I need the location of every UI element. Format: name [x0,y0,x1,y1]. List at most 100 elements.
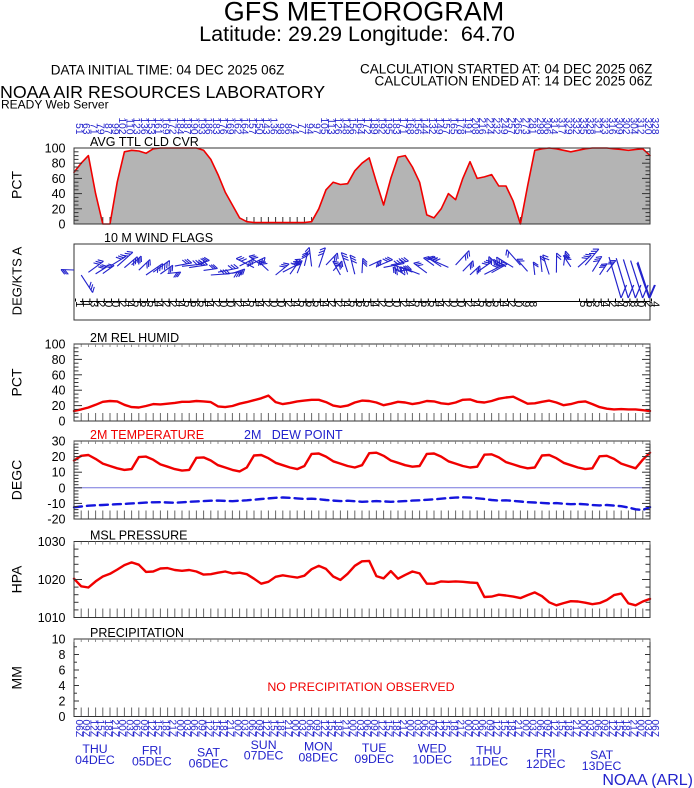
svg-text:172: 172 [361,118,372,135]
svg-text:2: 2 [397,301,409,307]
svg-text:2: 2 [59,695,66,709]
svg-text:2: 2 [606,301,618,307]
svg-text:06Z: 06Z [476,720,487,738]
svg-text:156: 156 [347,118,358,135]
svg-text:09Z: 09Z [195,720,206,738]
svg-text:1: 1 [80,301,92,307]
svg-text:00Z: 00Z [231,720,242,738]
svg-text:192: 192 [375,118,386,135]
svg-text:1030: 1030 [38,535,66,549]
svg-text:126: 126 [332,118,343,135]
svg-text:100: 100 [45,338,66,352]
svg-text:06Z: 06Z [303,720,314,738]
svg-text:2: 2 [95,301,107,307]
svg-text:13DEC: 13DEC [582,759,622,773]
svg-text:08DEC: 08DEC [298,750,338,764]
svg-text:317: 317 [555,118,566,135]
svg-text:21Z: 21Z [397,720,408,738]
svg-text:0: 0 [59,218,66,232]
svg-text:09Z: 09Z [80,720,91,738]
svg-text:03Z: 03Z [354,720,365,738]
svg-text:5: 5 [476,301,488,307]
svg-text:4: 4 [59,679,66,693]
svg-text:18Z: 18Z [447,720,458,738]
svg-text:06Z: 06Z [131,720,142,738]
svg-text:79: 79 [95,123,106,135]
svg-text:60: 60 [52,368,66,382]
svg-text:0: 0 [455,301,467,307]
svg-text:97: 97 [311,123,322,135]
svg-text:15Z: 15Z [555,720,566,738]
svg-text:40: 40 [52,187,66,201]
svg-text:323: 323 [599,118,610,135]
svg-text:8: 8 [627,301,639,307]
svg-text:-20: -20 [47,513,65,527]
svg-text:09Z: 09Z [426,720,437,738]
svg-text:20: 20 [52,202,66,216]
svg-text:4: 4 [599,301,611,307]
svg-text:148: 148 [339,118,350,135]
svg-text:102: 102 [116,118,127,135]
svg-text:172: 172 [167,118,178,135]
svg-text:20: 20 [52,399,66,413]
svg-text:09Z: 09Z [483,720,494,738]
svg-text:06DEC: 06DEC [189,756,229,770]
svg-text:MM: MM [9,666,25,689]
svg-text:06Z: 06Z [246,720,257,738]
svg-text:74: 74 [289,123,300,135]
svg-text:CALCULATION STARTED AT: 04 DEC: CALCULATION STARTED AT: 04 DEC 2025 06Z [360,62,652,77]
svg-text:98: 98 [275,123,286,135]
svg-text:12Z: 12Z [145,720,156,738]
svg-text:0: 0 [109,301,121,307]
svg-text:21Z: 21Z [455,720,466,738]
svg-text:12Z: 12Z [87,720,98,738]
svg-text:0: 0 [267,301,279,307]
svg-text:150: 150 [253,118,264,135]
svg-text:51: 51 [73,123,84,135]
svg-text:NOAA (ARL): NOAA (ARL) [602,772,693,788]
svg-text:15Z: 15Z [613,720,624,738]
svg-text:0: 0 [217,301,229,307]
svg-text:162: 162 [231,118,242,135]
svg-text:15Z: 15Z [152,720,163,738]
svg-text:6: 6 [584,301,596,307]
svg-text:FRI: FRI [142,744,162,758]
svg-text:320: 320 [642,118,653,135]
svg-text:0: 0 [59,481,66,495]
svg-text:03Z: 03Z [239,720,250,738]
svg-text:06Z: 06Z [649,720,660,738]
svg-text:09DEC: 09DEC [354,752,394,766]
svg-text:DEGC: DEGC [9,460,25,500]
svg-text:6: 6 [620,301,632,307]
svg-text:157: 157 [246,118,257,135]
svg-text:18Z: 18Z [332,720,343,738]
svg-text:5: 5 [131,301,143,307]
svg-text:6: 6 [419,301,431,307]
svg-text:DEG/KTS A: DEG/KTS A [10,246,25,315]
svg-text:0: 0 [383,301,395,307]
svg-text:AVG TTL CLD CVR: AVG TTL CLD CVR [90,135,199,149]
svg-text:136: 136 [267,118,278,135]
svg-text:4: 4 [203,301,215,307]
svg-text:03Z: 03Z [527,720,538,738]
svg-text:335: 335 [577,118,588,135]
svg-text:18Z: 18Z [563,720,574,738]
svg-text:5: 5 [296,301,308,307]
svg-text:2: 2 [462,301,474,307]
svg-text:PRECIPITATION: PRECIPITATION [90,626,184,640]
svg-text:0: 0 [447,301,459,307]
svg-text:4: 4 [433,301,445,307]
svg-text:18Z: 18Z [275,720,286,738]
svg-text:0: 0 [390,301,402,307]
svg-text:224: 224 [483,118,494,135]
svg-text:NO PRECIPITATION OBSERVED: NO PRECIPITATION OBSERVED [267,680,454,694]
svg-text:178: 178 [455,118,466,135]
svg-text:03Z: 03Z [642,720,653,738]
svg-text:153: 153 [145,118,156,135]
svg-text:THU: THU [82,742,107,756]
svg-text:21Z: 21Z [627,720,638,738]
svg-text:03Z: 03Z [411,720,422,738]
svg-text:110: 110 [123,118,134,135]
svg-text:15Z: 15Z [267,720,278,738]
svg-text:328: 328 [649,118,660,135]
